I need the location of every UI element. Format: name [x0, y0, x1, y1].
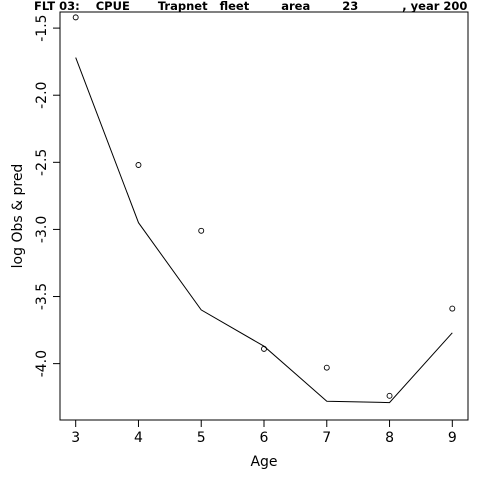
x-tick-label: 3: [71, 430, 80, 446]
series-layer: [72, 14, 456, 404]
observed-point: [449, 305, 456, 312]
x-tick-label: 7: [322, 430, 331, 446]
y-tick-label: -1.5: [34, 14, 50, 41]
y-tick-label: -3.5: [34, 283, 50, 310]
plot-frame: [59, 11, 469, 421]
x-tick-label: 6: [260, 430, 269, 446]
y-tick-label: -4.0: [34, 350, 50, 377]
x-axis-label: Age: [250, 454, 277, 470]
observed-point: [135, 162, 142, 168]
y-axis: -1.5 -2.0 -2.5 -3.0 -3.5 -4.0: [34, 14, 61, 377]
x-tick-label: 9: [448, 430, 457, 446]
y-tick-label: -3.0: [34, 216, 50, 243]
observed-point: [72, 14, 79, 21]
x-tick-label: 4: [134, 430, 143, 446]
x-tick-label: 5: [197, 430, 206, 446]
y-tick-label: -2.0: [34, 82, 50, 109]
x-axis: 3 4 5 6 7 8 9: [71, 419, 457, 446]
y-tick-label: -2.5: [34, 149, 50, 176]
observed-point: [386, 392, 393, 399]
observed-point: [323, 364, 330, 371]
x-tick-label: 8: [385, 430, 394, 446]
y-axis-label: log Obs & pred: [10, 164, 26, 269]
chart-title: FLT 03: CPUE Trapnet fleet area 23 , yea…: [34, 0, 467, 13]
observed-point: [198, 227, 205, 234]
predicted-line: [75, 57, 453, 404]
